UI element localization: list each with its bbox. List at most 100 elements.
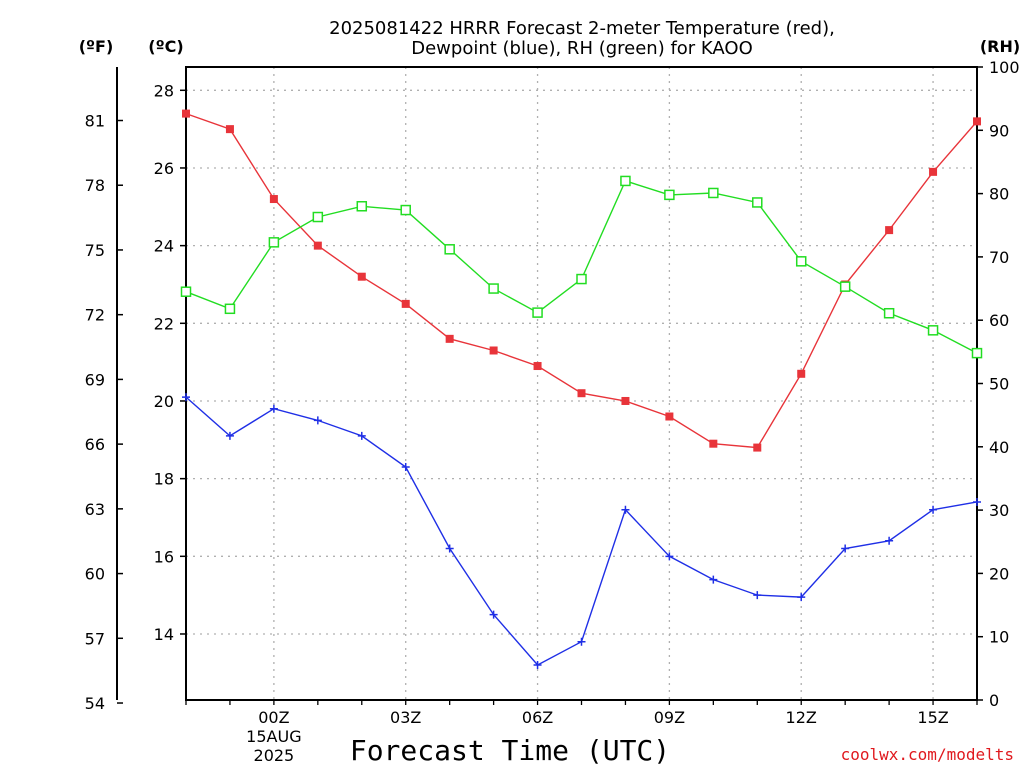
chart-title-line1: 2025081422 HRRR Forecast 2-meter Tempera… — [329, 18, 835, 39]
rh-point — [400, 204, 411, 216]
rh-point — [444, 244, 455, 255]
celsius-unit-label: (ºC) — [148, 37, 183, 56]
rh-point — [883, 307, 895, 319]
celsius-tick-label: 22 — [154, 314, 174, 333]
rh-point — [312, 211, 324, 223]
fahrenheit-tick-label: 69 — [85, 370, 105, 389]
fahrenheit-unit-label: (ºF) — [79, 37, 114, 56]
fahrenheit-tick-label: 66 — [85, 435, 105, 454]
celsius-tick-label: 26 — [154, 159, 174, 178]
dewpoint-point — [489, 610, 498, 619]
rh-tick-label: 20 — [989, 564, 1009, 583]
dewpoint-point — [182, 393, 190, 402]
rh-tick-label: 100 — [989, 58, 1020, 77]
fahrenheit-tick-label: 60 — [85, 565, 105, 584]
fahrenheit-tick-label: 63 — [85, 500, 105, 519]
dewpoint-point — [929, 505, 938, 514]
rh-point — [576, 273, 587, 285]
dewpoint-point — [621, 505, 630, 514]
dewpoint-point — [841, 544, 850, 553]
temperature-point — [621, 396, 630, 405]
dewpoint-point — [753, 591, 762, 600]
celsius-tick-label: 14 — [154, 625, 174, 644]
dewpoint-point — [709, 575, 718, 584]
x-axis-title: Forecast Time (UTC) — [350, 734, 670, 767]
rh-tick-label: 10 — [989, 628, 1009, 647]
x-tick-label: 15Z — [917, 708, 948, 727]
rh-point — [532, 307, 543, 318]
dewpoint-line — [185, 396, 978, 666]
rh-tick-label: 40 — [989, 438, 1009, 457]
dewpoint-point — [577, 637, 586, 646]
temperature-point — [269, 195, 278, 204]
rh-point — [708, 187, 719, 199]
chart-title-line2: Dewpoint (blue), RH (green) for KAOO — [411, 38, 753, 59]
fahrenheit-tick-label: 78 — [85, 176, 105, 195]
rh-tick-label: 60 — [989, 311, 1009, 330]
fahrenheit-tick-label: 72 — [85, 306, 105, 325]
fahrenheit-tick-label: 54 — [85, 694, 105, 713]
axes: 14 16 18 20 22 24 26 28 54 57 60 63 66 69 72 75 78 81 0 10 2… — [85, 58, 1020, 765]
celsius-tick-label: 18 — [154, 470, 174, 489]
dewpoint-point — [973, 497, 981, 506]
grid-lines — [186, 67, 977, 700]
temperature-point — [401, 299, 410, 308]
rh-point — [664, 189, 675, 201]
rh-line — [185, 180, 978, 354]
x-tick-label: 06Z — [522, 708, 553, 727]
dewpoint-point — [269, 404, 278, 413]
rh-tick-label: 30 — [989, 501, 1009, 520]
x-tick-label: 03Z — [390, 708, 421, 727]
celsius-tick-label: 16 — [154, 547, 174, 566]
rh-point — [795, 256, 807, 267]
temperature-point — [709, 439, 718, 448]
rh-point — [752, 197, 763, 208]
temperature-point — [797, 369, 806, 378]
plot-frame — [185, 66, 978, 701]
rh-point — [268, 237, 280, 248]
celsius-tick-label: 24 — [154, 237, 174, 256]
temperature-point — [885, 226, 894, 235]
x-year-label: 2025 — [254, 746, 295, 765]
dewpoint-point — [797, 593, 806, 602]
rh-point — [356, 201, 368, 212]
dewpoint-point — [445, 544, 454, 553]
temperature-point — [445, 334, 454, 343]
series-layer — [180, 109, 983, 670]
celsius-tick-label: 28 — [154, 81, 174, 100]
rh-unit-label: (RH) — [980, 37, 1020, 56]
x-date-label: 15AUG — [246, 727, 301, 746]
fahrenheit-tick-label: 81 — [85, 112, 105, 131]
rh-point — [927, 325, 939, 336]
rh-tick-label: 70 — [989, 248, 1009, 267]
temperature-point — [753, 443, 762, 452]
x-tick-label: 12Z — [786, 708, 817, 727]
dewpoint-point — [401, 462, 410, 471]
x-tick-label: 00Z — [258, 708, 289, 727]
temperature-point — [665, 412, 674, 421]
temperature-point — [929, 167, 938, 176]
dewpoint-point — [313, 416, 322, 425]
temperature-point — [533, 362, 542, 371]
celsius-tick-label: 20 — [154, 392, 174, 411]
dewpoint-point — [533, 661, 542, 670]
temperature-point — [577, 389, 586, 398]
rh-point — [180, 286, 192, 297]
rh-point — [971, 347, 983, 359]
dewpoint-point — [357, 431, 366, 440]
x-tick-label: 09Z — [654, 708, 685, 727]
dewpoint-point — [885, 536, 894, 545]
fahrenheit-tick-label: 57 — [85, 629, 105, 648]
rh-tick-label: 50 — [989, 375, 1009, 394]
fahrenheit-tick-label: 75 — [85, 241, 105, 260]
temperature-point — [973, 117, 981, 126]
credit-text: coolwx.com/modelts — [841, 745, 1014, 764]
temperature-point — [313, 241, 322, 250]
temperature-point — [489, 346, 498, 355]
rh-point — [488, 283, 499, 294]
rh-tick-label: 0 — [989, 691, 999, 710]
rh-point — [224, 303, 236, 315]
rh-point — [620, 175, 631, 187]
temperature-point — [357, 272, 366, 281]
